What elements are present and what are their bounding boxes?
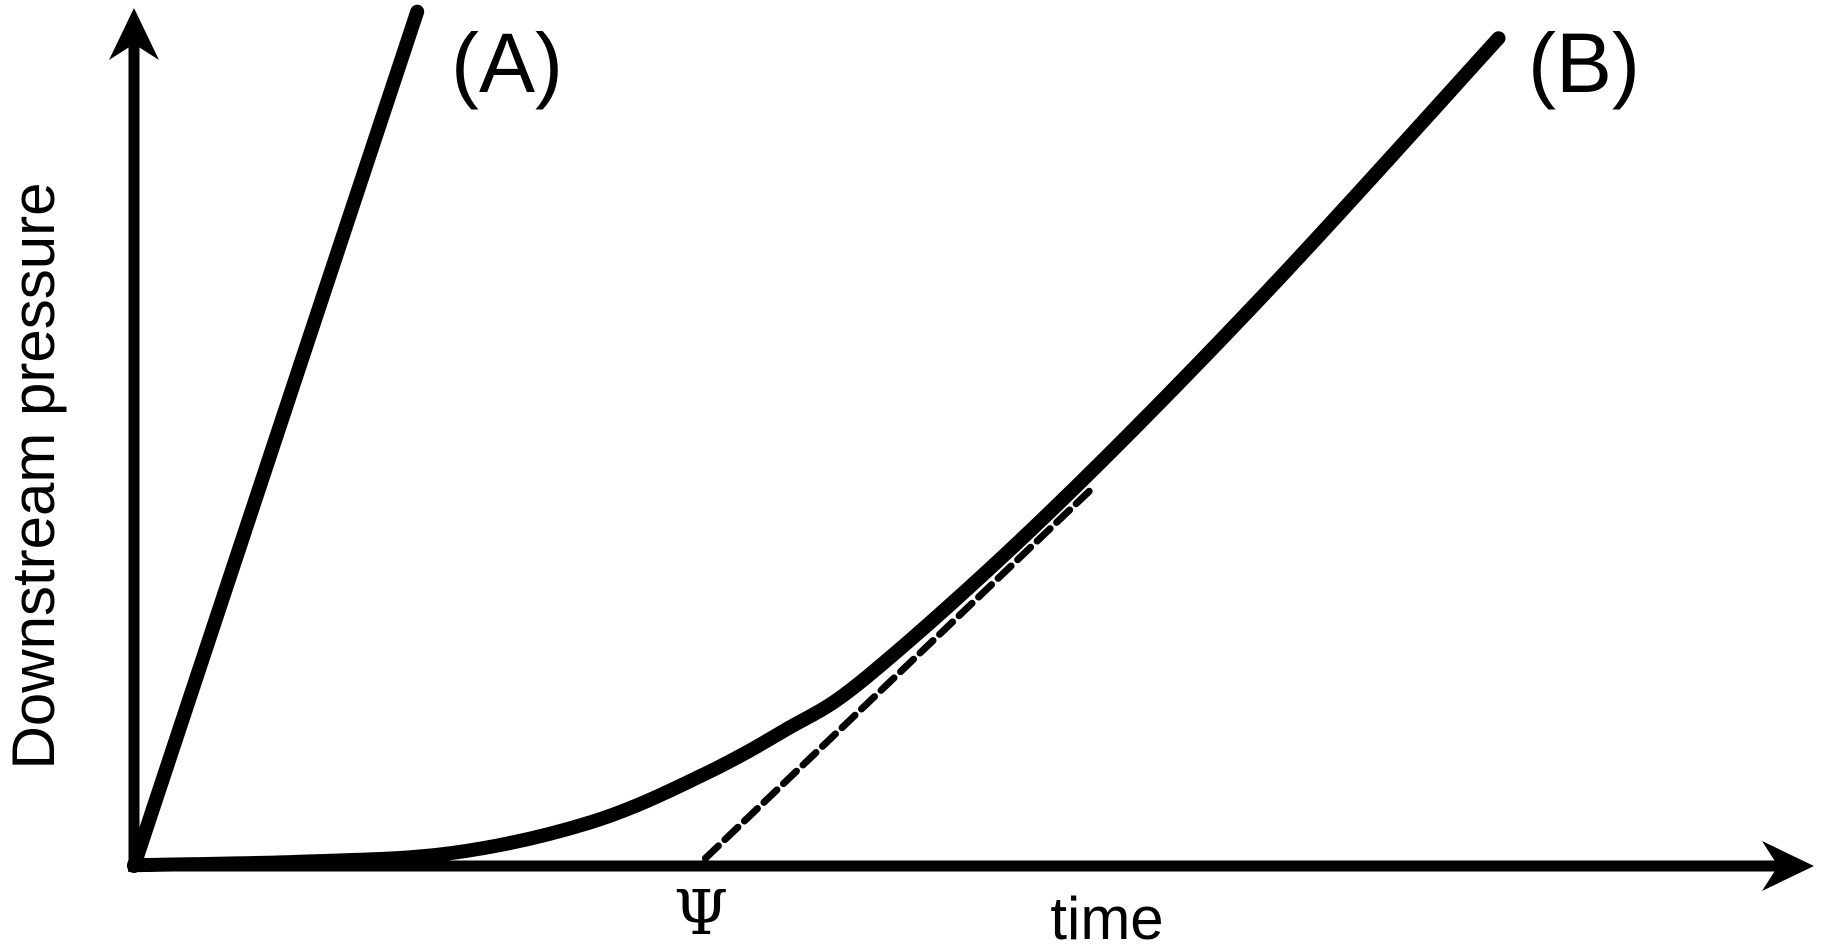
curve-a-line xyxy=(127,4,425,873)
curve-a-label: (A) xyxy=(451,16,563,110)
tangent-dashed-line xyxy=(701,486,1094,862)
x-axis-label: time xyxy=(1050,885,1164,952)
time-lag-psi-label: Ψ xyxy=(673,876,729,949)
x-axis-arrowhead xyxy=(1762,841,1814,891)
curve-b-label: (B) xyxy=(1528,16,1640,110)
y-axis-arrowhead xyxy=(109,8,159,60)
y-axis-label: Downstream pressure xyxy=(0,182,67,770)
curve-b-line xyxy=(127,31,1506,873)
